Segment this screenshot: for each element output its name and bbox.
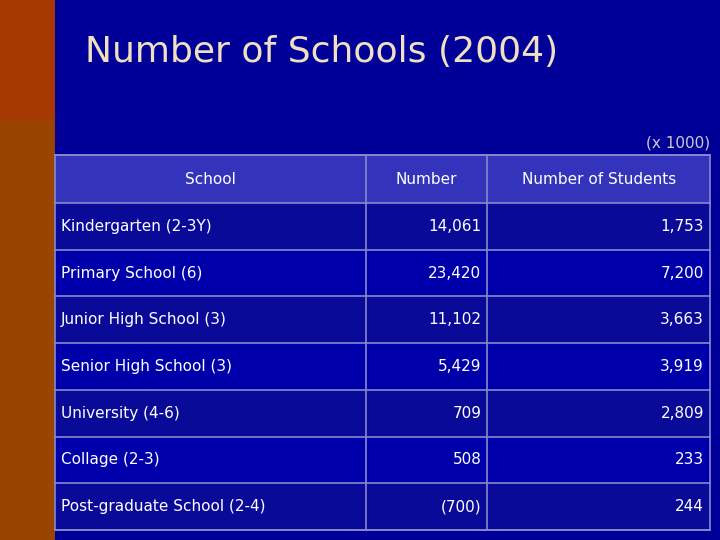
Text: Kindergarten (2-3Y): Kindergarten (2-3Y) [61, 219, 212, 234]
Text: 14,061: 14,061 [428, 219, 481, 234]
Bar [55, 155, 710, 203]
Bar [55, 390, 710, 436]
Text: (700): (700) [441, 499, 481, 514]
Text: 11,102: 11,102 [428, 312, 481, 327]
Text: 2,809: 2,809 [660, 406, 704, 421]
Text: 244: 244 [675, 499, 704, 514]
Bar [55, 249, 710, 296]
Text: 3,663: 3,663 [660, 312, 704, 327]
Bar [0, 0, 55, 540]
Text: Primary School (6): Primary School (6) [61, 266, 202, 281]
Bar [55, 483, 710, 530]
Text: 7,200: 7,200 [661, 266, 704, 281]
Text: School: School [185, 172, 236, 186]
Text: 233: 233 [675, 453, 704, 468]
Bar [55, 296, 710, 343]
Text: Number: Number [396, 172, 457, 186]
Text: 709: 709 [452, 406, 481, 421]
Text: Number of Students: Number of Students [521, 172, 676, 186]
Text: 3,919: 3,919 [660, 359, 704, 374]
Text: Junior High School (3): Junior High School (3) [61, 312, 227, 327]
Text: 5,429: 5,429 [438, 359, 481, 374]
Bar [0, 0, 55, 120]
Text: Collage (2-3): Collage (2-3) [61, 453, 160, 468]
Text: 23,420: 23,420 [428, 266, 481, 281]
Text: Senior High School (3): Senior High School (3) [61, 359, 232, 374]
Bar [55, 203, 710, 249]
Text: Post-graduate School (2-4): Post-graduate School (2-4) [61, 499, 266, 514]
Text: 1,753: 1,753 [660, 219, 704, 234]
Bar [55, 436, 710, 483]
Bar [55, 343, 710, 390]
Text: (x 1000): (x 1000) [646, 136, 710, 151]
Text: Number of Schools (2004): Number of Schools (2004) [85, 35, 558, 69]
Text: University (4-6): University (4-6) [61, 406, 180, 421]
Text: 508: 508 [452, 453, 481, 468]
